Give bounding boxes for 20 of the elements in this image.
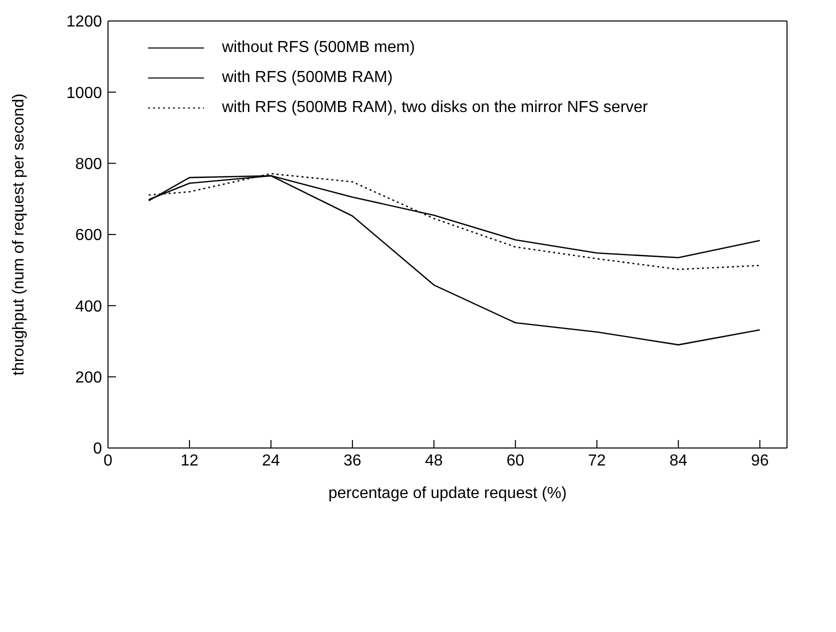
x-tick-label: 72: [588, 452, 606, 470]
legend-label: with RFS (500MB RAM): [222, 69, 393, 87]
y-tick-label: 400: [75, 298, 102, 316]
x-axis-title: percentage of update request (%): [328, 485, 567, 502]
y-tick-label: 600: [75, 227, 102, 244]
y-tick-label: 800: [75, 156, 102, 174]
legend-label: without RFS (500MB mem): [222, 39, 415, 57]
y-tick-label: 0: [93, 440, 102, 458]
x-tick-label: 84: [669, 452, 688, 470]
y-tick-label: 1000: [66, 84, 102, 102]
y-tick-label: 1200: [66, 14, 102, 31]
x-tick-label: 36: [344, 452, 362, 470]
y-axis-title: throughput (num of request per second): [10, 94, 28, 376]
x-tick-label: 60: [506, 452, 524, 470]
y-tick-label: 200: [75, 370, 102, 387]
x-tick-label: 12: [180, 452, 198, 470]
x-tick-label: 24: [262, 452, 280, 470]
legend-label: with RFS (500MB RAM), two disks on the mirror NFS server: [222, 99, 648, 117]
x-tick-label: 96: [750, 452, 769, 470]
x-tick-label: 48: [425, 452, 443, 470]
